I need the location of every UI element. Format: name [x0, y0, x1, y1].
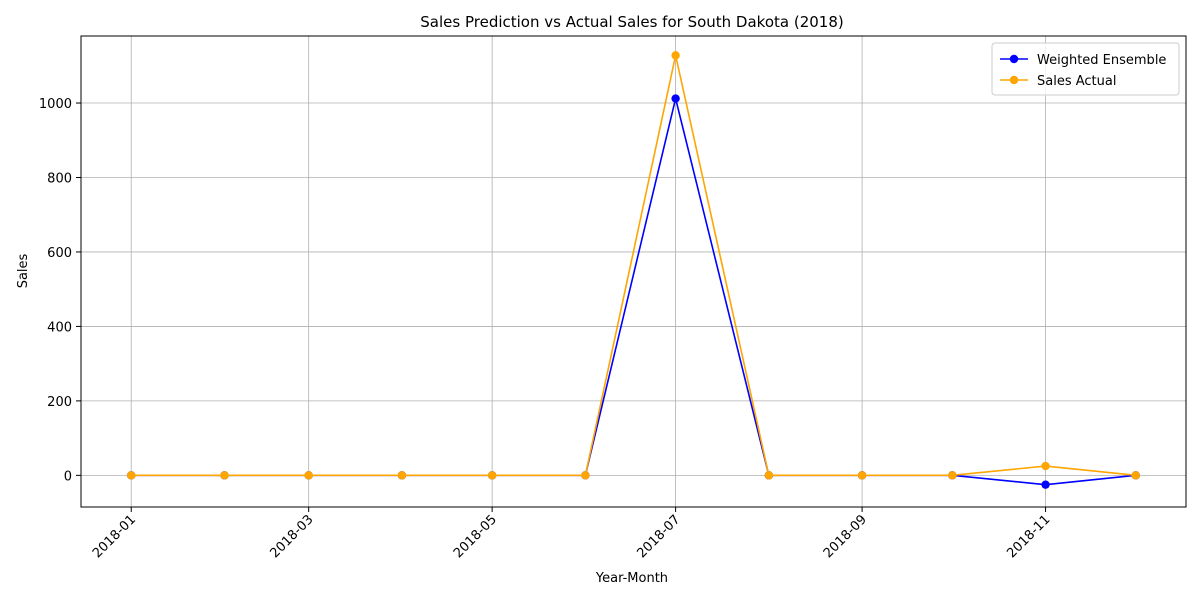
legend: Weighted Ensemble Sales Actual: [991, 42, 1180, 96]
series-1-point: [581, 471, 590, 480]
y-tick-label: 800: [47, 171, 72, 186]
y-axis-label: Sales: [16, 253, 31, 288]
series-1-point: [948, 471, 957, 480]
legend-entry-0: Weighted Ensemble: [1037, 53, 1166, 68]
series-1-point: [220, 471, 229, 480]
y-axis: 0 200 400 600 800 1000: [39, 97, 81, 484]
y-tick-label: 0: [64, 469, 72, 484]
series-1-point: [127, 471, 136, 480]
series-1-point: [304, 471, 313, 480]
plot-area-frame: [80, 35, 1187, 508]
y-tick-label: 600: [47, 246, 72, 261]
series-1-point: [764, 471, 774, 480]
series-1-point: [857, 471, 867, 480]
y-tick-label: 1000: [39, 97, 72, 112]
legend-entry-1: Sales Actual: [1037, 74, 1116, 89]
legend-swatch-marker-1: [1009, 75, 1019, 85]
series-1-point: [487, 471, 497, 480]
y-tick-label: 200: [47, 395, 72, 410]
series-line-1: [131, 54, 1136, 477]
legend-box: [991, 42, 1180, 96]
series-1-point: [1131, 471, 1140, 480]
chart-title: Sales Prediction vs Actual Sales for Sou…: [420, 13, 843, 31]
series-0-point: [671, 94, 680, 103]
legend-swatch-marker-0: [1009, 54, 1019, 64]
series-layer: [127, 51, 1140, 489]
series-0-point: [1041, 480, 1050, 489]
x-axis-label: Year-Month: [595, 571, 668, 586]
y-tick-label: 400: [47, 320, 72, 335]
series-1-point: [397, 471, 407, 480]
series-1-point: [1041, 461, 1050, 471]
series-1-point: [671, 51, 680, 60]
